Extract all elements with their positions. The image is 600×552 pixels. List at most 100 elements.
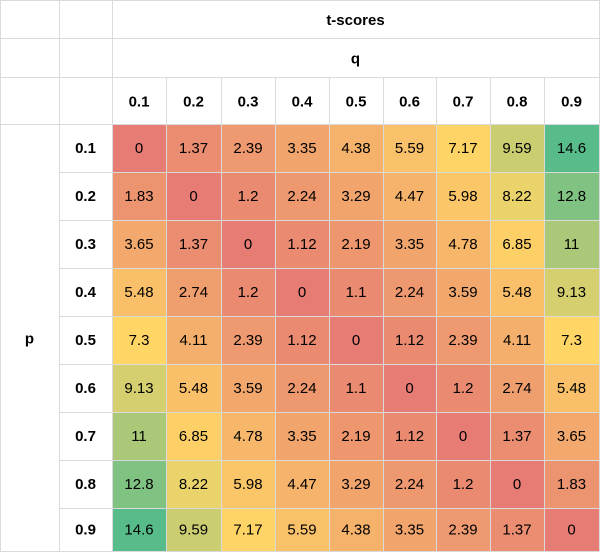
cell-value-label: 0 <box>189 188 197 205</box>
cell-value-label: 3.59 <box>233 380 262 397</box>
cell-value-label: 12.8 <box>557 188 586 205</box>
cell-value-label: 1.2 <box>238 188 259 205</box>
heatmap-cell <box>166 316 221 364</box>
heatmap-cell <box>275 172 329 220</box>
heatmap-cell <box>275 220 329 268</box>
cell-value-label: 1.2 <box>238 284 259 301</box>
cell-value-label: 2.24 <box>395 284 424 301</box>
q-header-label: 0.9 <box>561 94 582 111</box>
heatmap-cell <box>383 364 436 412</box>
p-header-label: 0.9 <box>75 522 96 539</box>
cell-value-label: 3.65 <box>124 236 153 253</box>
cell-value-label: 4.78 <box>448 236 477 253</box>
q-header-label: 0.6 <box>399 94 420 111</box>
cell-value-label: 9.13 <box>557 284 586 301</box>
heatmap-cell <box>544 508 599 551</box>
q-header-label: 0.2 <box>183 94 204 111</box>
heatmap-cell <box>490 412 544 460</box>
cell-value-label: 1.12 <box>287 236 316 253</box>
cell-value-label: 3.29 <box>341 188 370 205</box>
heatmap-cell <box>383 316 436 364</box>
cell-value-label: 9.59 <box>502 140 531 157</box>
cell-value-label: 8.22 <box>502 188 531 205</box>
heatmap-cell <box>436 508 490 551</box>
cell-value-label: 9.13 <box>124 380 153 397</box>
cell-value-label: 7.17 <box>448 140 477 157</box>
heatmap-cell <box>383 172 436 220</box>
cell-value-label: 4.47 <box>395 188 424 205</box>
heatmap-cell <box>490 460 544 508</box>
p-header-label: 0.6 <box>75 380 96 397</box>
heatmap-cell <box>383 508 436 551</box>
heatmap-cell <box>436 220 490 268</box>
cell-value-label: 0 <box>244 236 252 253</box>
cell-value-label: 7.3 <box>129 332 150 349</box>
heatmap-cell <box>490 268 544 316</box>
cell-value-label: 5.48 <box>124 284 153 301</box>
heatmap-cell <box>166 268 221 316</box>
cell-value-label: 6.85 <box>179 428 208 445</box>
cell-value-label: 12.8 <box>124 476 153 493</box>
heatmap-cell <box>436 316 490 364</box>
cell-value-label: 1.37 <box>179 140 208 157</box>
heatmap-cell <box>221 220 275 268</box>
cell-value-label: 1.37 <box>179 236 208 253</box>
heatmap-cell <box>490 508 544 551</box>
heatmap-cell <box>221 316 275 364</box>
heatmap-cell <box>544 412 599 460</box>
cell-value-label: 3.29 <box>341 476 370 493</box>
heatmap-cell <box>383 220 436 268</box>
heatmap-cell <box>112 316 166 364</box>
cell-value-label: 3.59 <box>448 284 477 301</box>
cell-value-label: 4.47 <box>287 476 316 493</box>
cell-value-label: 2.19 <box>341 236 370 253</box>
heatmap-cell <box>221 364 275 412</box>
heatmap-cell <box>490 364 544 412</box>
heatmap-cell <box>112 124 166 172</box>
cell-value-label: 3.35 <box>395 522 424 539</box>
cell-value-label: 0 <box>352 332 360 349</box>
cell-value-label: 11 <box>131 428 147 445</box>
cell-value-label: 0 <box>298 284 306 301</box>
cell-value-label: 4.78 <box>233 428 262 445</box>
p-axis-label: p <box>25 331 34 348</box>
heatmap-cell <box>166 220 221 268</box>
cell-value-label: 3.35 <box>287 140 316 157</box>
heatmap-cell <box>275 364 329 412</box>
heatmap-cell <box>275 268 329 316</box>
cell-value-label: 1.37 <box>502 428 531 445</box>
cell-value-label: 2.24 <box>287 188 316 205</box>
heatmap-cell <box>112 172 166 220</box>
cell-value-label: 7.17 <box>233 522 262 539</box>
p-header-label: 0.5 <box>75 332 96 349</box>
cell-value-label: 0 <box>567 522 575 539</box>
cell-value-label: 7.3 <box>561 332 582 349</box>
cell-value-label: 1.2 <box>453 380 474 397</box>
cell-value-label: 1.12 <box>395 332 424 349</box>
cell-value-label: 3.35 <box>287 428 316 445</box>
heatmap-cell <box>436 124 490 172</box>
heatmap-cell <box>383 460 436 508</box>
heatmap-cell <box>112 220 166 268</box>
heatmap-cell <box>329 172 383 220</box>
cell-value-label: 2.24 <box>395 476 424 493</box>
heatmap-cell <box>490 316 544 364</box>
cell-value-label: 5.48 <box>557 380 586 397</box>
cell-value-label: 1.83 <box>124 188 153 205</box>
cell-value-label: 2.39 <box>448 332 477 349</box>
heatmap-cell <box>329 316 383 364</box>
p-header-label: 0.3 <box>75 236 96 253</box>
heatmap-cell <box>544 220 599 268</box>
heatmap-cell <box>329 268 383 316</box>
heatmap-cell <box>112 508 166 551</box>
heatmap-cell <box>166 364 221 412</box>
heatmap-cell <box>221 172 275 220</box>
cell-value-label: 6.85 <box>502 236 531 253</box>
cell-value-label: 14.6 <box>124 522 153 539</box>
heatmap-cell <box>221 508 275 551</box>
heatmap-cell <box>221 124 275 172</box>
heatmap-cell <box>544 268 599 316</box>
cell-value-label: 2.39 <box>233 140 262 157</box>
